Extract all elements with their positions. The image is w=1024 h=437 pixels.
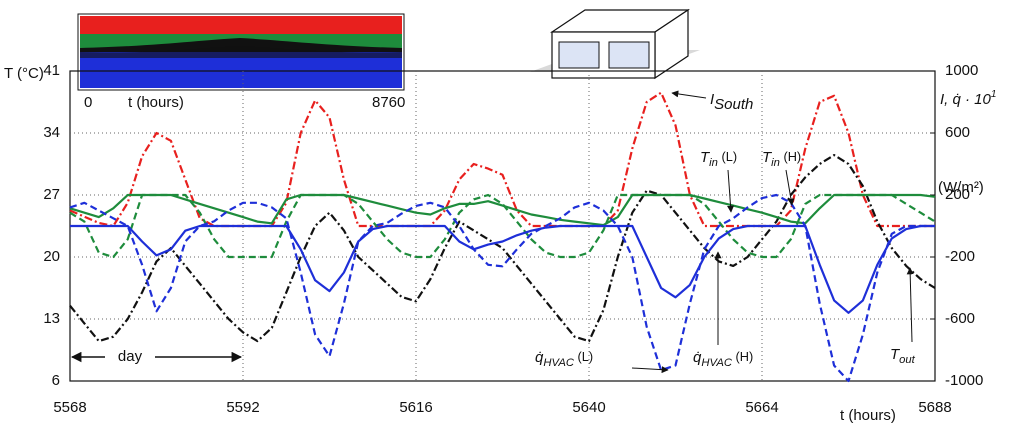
annotation-suffix: (H) xyxy=(780,149,801,164)
y-tick-label: 41 xyxy=(43,62,60,79)
annotation-arrow xyxy=(785,169,795,206)
annotation-sub: in xyxy=(771,157,780,169)
series-line xyxy=(69,193,935,383)
annotation: Tout xyxy=(890,346,916,366)
annotation: Tin (H) xyxy=(762,149,801,169)
y2-tick-label: 200 xyxy=(945,186,970,203)
annotation-text: q̇ xyxy=(535,349,544,366)
annotation-suffix: (L) xyxy=(718,149,737,164)
y-tick-label: 34 xyxy=(43,124,60,141)
annotation-sub: in xyxy=(709,157,718,169)
x-tick-label: 5616 xyxy=(399,399,432,416)
y-axis-label: T (°C) xyxy=(4,65,44,82)
series-line xyxy=(69,193,936,259)
y2-axis-label-sup: 1 xyxy=(991,89,997,100)
y2-tick-label: -600 xyxy=(945,310,975,327)
annotation-text: q̇ xyxy=(693,349,702,366)
inset-end: 8760 xyxy=(372,94,405,111)
inset-thumbnail xyxy=(77,13,405,91)
y-tick-label: 6 xyxy=(52,372,60,389)
annotation-arrow xyxy=(906,267,914,343)
x-tick-label: 5592 xyxy=(226,399,259,416)
annotation-sub: HVAC xyxy=(543,357,575,369)
inset-label: t (hours) xyxy=(128,94,184,111)
y2-unit: (W/m²) xyxy=(938,179,984,196)
series-line xyxy=(69,91,935,228)
x-tick-label: 5640 xyxy=(572,399,605,416)
y2-tick-label: -200 xyxy=(945,248,975,265)
series-line xyxy=(69,193,936,227)
annotation-sub: HVAC xyxy=(701,357,733,369)
annotation-text: T xyxy=(762,149,773,166)
y2-tick-label: 600 xyxy=(945,124,970,141)
y2-axis-label: I, q̇ · 101 xyxy=(940,89,996,108)
annotation-sub: out xyxy=(899,354,916,366)
annotation-arrow xyxy=(671,90,707,99)
annotation-arrow xyxy=(631,366,669,374)
x-axis-label: t (hours) xyxy=(840,407,896,424)
annotation-text: T xyxy=(890,346,901,363)
annotation-text: day xyxy=(118,348,143,365)
annotation: day xyxy=(118,348,143,365)
y-tick-label: 20 xyxy=(43,248,60,265)
y-tick-label: 13 xyxy=(43,310,60,327)
annotation: ISouth xyxy=(710,91,753,113)
series-line xyxy=(70,224,935,314)
y2-axis-label-text: I, q̇ · 10 xyxy=(940,91,992,108)
annotation: q̇HVAC (H) xyxy=(693,349,753,369)
building-icon xyxy=(530,8,700,80)
annotation-suffix: (L) xyxy=(574,349,593,364)
annotation-text: I xyxy=(710,91,714,108)
x-tick-label: 5568 xyxy=(53,399,86,416)
y-tick-label: 27 xyxy=(43,186,60,203)
series-line xyxy=(69,154,936,343)
annotation: q̇HVAC (L) xyxy=(535,349,593,369)
inset-start: 0 xyxy=(84,94,92,111)
annotation-suffix: (H) xyxy=(732,349,753,364)
x-tick-label: 5688 xyxy=(918,399,951,416)
annotation-text: T xyxy=(700,149,711,166)
x-tick-label: 5664 xyxy=(745,399,778,416)
annotation: Tin (L) xyxy=(700,149,737,169)
annotation-arrow xyxy=(727,169,735,213)
annotation-sub: South xyxy=(714,96,753,113)
y2-tick-label: 1000 xyxy=(945,62,978,79)
y2-tick-label: -1000 xyxy=(945,372,983,389)
